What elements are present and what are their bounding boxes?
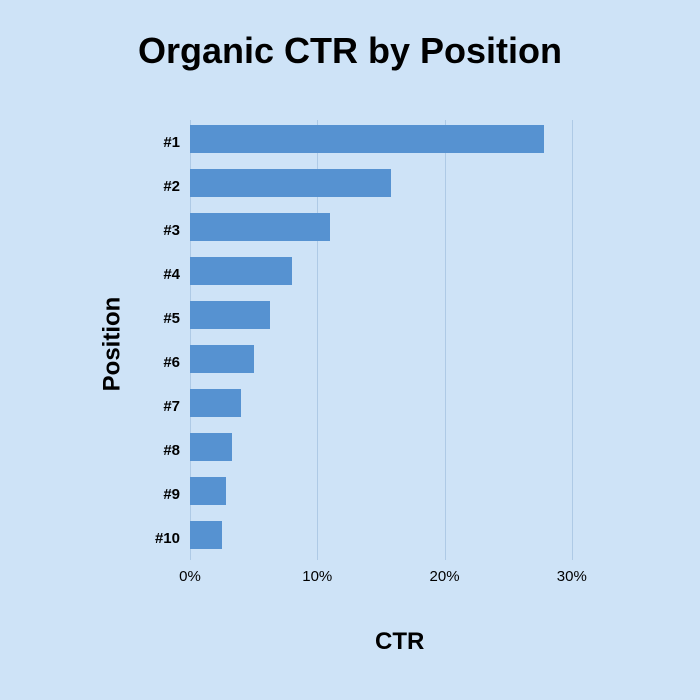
bar — [190, 169, 391, 196]
bar — [190, 345, 254, 372]
bar — [190, 213, 330, 240]
y-tick-label: #9 — [163, 486, 180, 503]
bar-row: #6 — [190, 340, 610, 384]
bar — [190, 521, 222, 548]
x-axis-title: CTR — [375, 628, 424, 656]
x-tick-label: 10% — [302, 568, 332, 585]
bar — [190, 477, 226, 504]
y-tick-label: #10 — [155, 530, 180, 547]
chart-page: Organic CTR by Position 0%10%20%30%#1#2#… — [0, 0, 700, 700]
x-tick-label: 30% — [557, 568, 587, 585]
bar — [190, 301, 270, 328]
x-tick-label: 20% — [430, 568, 460, 585]
bar-row: #5 — [190, 296, 610, 340]
y-axis-title: Position — [98, 297, 126, 392]
y-tick-label: #7 — [163, 398, 180, 415]
chart-title: Organic CTR by Position — [0, 30, 700, 72]
y-tick-label: #4 — [163, 266, 180, 283]
bar — [190, 125, 544, 152]
y-tick-label: #2 — [163, 178, 180, 195]
y-tick-label: #3 — [163, 222, 180, 239]
bar — [190, 389, 241, 416]
y-tick-label: #8 — [163, 442, 180, 459]
bar — [190, 257, 292, 284]
bar-row: #1 — [190, 120, 610, 164]
y-tick-label: #5 — [163, 310, 180, 327]
bar-row: #3 — [190, 208, 610, 252]
y-tick-label: #6 — [163, 354, 180, 371]
bar-row: #2 — [190, 164, 610, 208]
bar — [190, 433, 232, 460]
bar-row: #9 — [190, 472, 610, 516]
plot-area: 0%10%20%30%#1#2#3#4#5#6#7#8#9#10 — [190, 120, 610, 560]
bar-row: #10 — [190, 516, 610, 560]
x-tick-label: 0% — [179, 568, 201, 585]
bar-row: #7 — [190, 384, 610, 428]
bar-row: #4 — [190, 252, 610, 296]
bar-row: #8 — [190, 428, 610, 472]
y-tick-label: #1 — [163, 134, 180, 151]
